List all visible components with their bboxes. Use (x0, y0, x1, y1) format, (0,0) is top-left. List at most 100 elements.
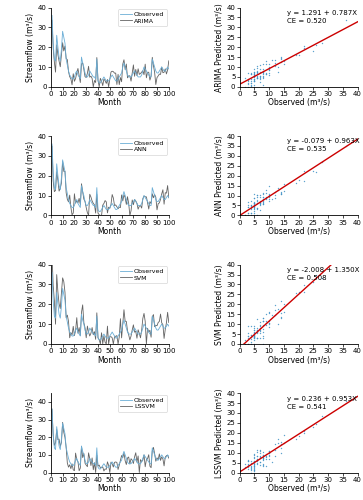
SVM (72, 332, 77, 338)
Observed (158, 454, 163, 460)
Point (302, 288, 307, 296)
Point (252, 202, 257, 210)
Point (248, 81, 254, 89)
Point (319, 158, 325, 166)
Point (260, 68, 266, 76)
Point (266, 447, 272, 455)
Point (266, 71, 272, 79)
Point (302, 44, 307, 52)
Point (257, 321, 263, 329)
Point (254, 452, 260, 460)
Point (252, 333, 257, 341)
Point (275, 439, 281, 447)
Y-axis label: ANN Predicted (m³/s): ANN Predicted (m³/s) (215, 136, 224, 216)
Point (257, 324, 263, 332)
Point (257, 322, 263, 330)
Point (278, 54, 284, 62)
Y-axis label: ARIMA Predicted (m³/s): ARIMA Predicted (m³/s) (215, 3, 224, 92)
Point (278, 58, 284, 66)
Point (266, 190, 272, 198)
Point (272, 59, 278, 67)
Point (281, 300, 287, 308)
Point (266, 66, 272, 74)
Point (245, 201, 251, 209)
Point (252, 328, 257, 336)
Point (293, 289, 298, 297)
Observed (50, 12, 54, 18)
Point (281, 187, 287, 195)
Point (263, 310, 269, 318)
Observed (158, 194, 163, 200)
Point (257, 198, 263, 206)
Point (248, 209, 254, 217)
Point (257, 191, 263, 199)
ANN (158, 196, 163, 202)
Observed (72, 74, 77, 80)
Point (248, 70, 254, 78)
Point (257, 198, 263, 205)
Point (252, 200, 257, 207)
Point (260, 448, 266, 456)
Point (278, 444, 284, 452)
Point (260, 72, 266, 80)
Point (269, 56, 275, 64)
Point (281, 431, 287, 439)
Point (254, 326, 260, 334)
Point (254, 330, 260, 338)
Point (254, 72, 260, 80)
Point (252, 200, 257, 207)
Point (266, 452, 272, 460)
Point (248, 333, 254, 341)
Point (266, 319, 272, 327)
ARIMA (167, 58, 171, 64)
Point (260, 80, 266, 88)
Point (263, 70, 269, 78)
Point (254, 328, 260, 336)
Point (252, 200, 257, 207)
Point (248, 69, 254, 77)
Point (266, 308, 272, 316)
Point (254, 460, 260, 468)
Point (275, 320, 281, 328)
Point (248, 209, 254, 217)
LSSVM (72, 468, 77, 473)
Point (260, 314, 266, 322)
SVM (77, 324, 81, 330)
Point (266, 456, 272, 464)
Point (245, 203, 251, 211)
Line: ANN: ANN (52, 146, 169, 216)
Point (245, 465, 251, 473)
Point (275, 184, 281, 192)
Point (266, 182, 272, 190)
Point (257, 318, 263, 326)
X-axis label: Month: Month (98, 484, 122, 493)
Text: y = -2.008 + 1.350X
CE = 0.508: y = -2.008 + 1.350X CE = 0.508 (287, 267, 359, 281)
Point (302, 282, 307, 290)
Point (302, 427, 307, 435)
Point (248, 331, 254, 339)
Point (293, 179, 298, 187)
Point (257, 72, 263, 80)
Point (248, 340, 254, 348)
X-axis label: Observed (m³/s): Observed (m³/s) (268, 98, 330, 108)
Observed (162, 456, 166, 462)
SVM (158, 311, 163, 317)
Point (245, 80, 251, 88)
Point (252, 70, 257, 78)
Point (252, 75, 257, 83)
Point (242, 74, 248, 82)
Point (252, 76, 257, 84)
Point (260, 199, 266, 207)
Point (275, 435, 281, 443)
Point (254, 74, 260, 82)
Point (254, 324, 260, 332)
Point (257, 72, 263, 80)
SVM (121, 320, 125, 326)
ARIMA (50, 18, 54, 24)
Point (245, 340, 251, 348)
Point (252, 200, 257, 208)
Point (260, 452, 266, 460)
Point (252, 207, 257, 215)
Point (260, 60, 266, 68)
LSSVM (167, 455, 171, 461)
